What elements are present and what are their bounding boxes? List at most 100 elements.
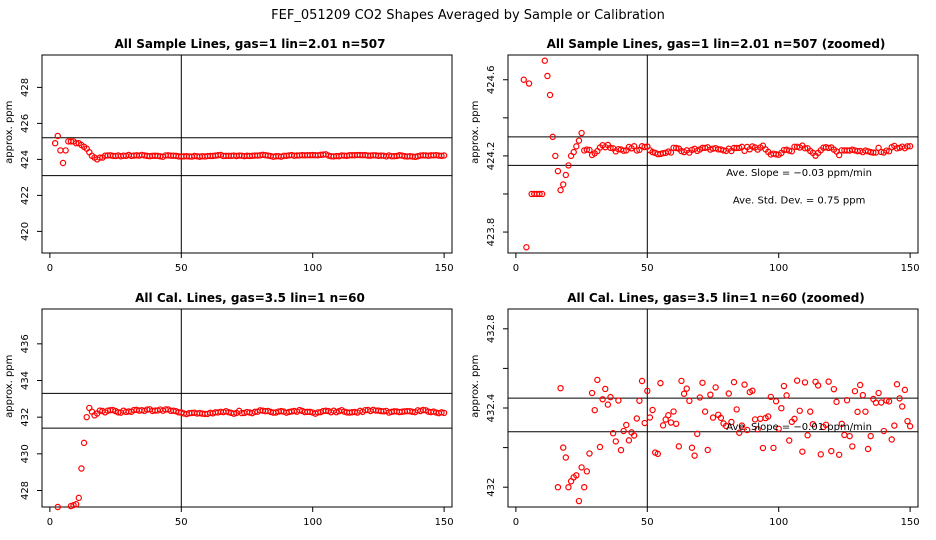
data-point [786,147,793,154]
data-point [673,144,680,152]
data-point [704,446,711,454]
x-tick-label: 50 [641,517,654,528]
data-point [709,414,717,421]
annotation-text: Ave. Slope = −0.03 ppm/min [726,168,872,179]
data-point [83,413,90,421]
data-point [625,437,633,444]
data-point [906,142,914,150]
x-tick-label: 100 [769,263,788,274]
data-point [791,415,798,423]
panel-1-title: All Sample Lines, gas=1 lin=2.01 n=507 [115,37,386,51]
data-point [609,430,617,437]
data-point [772,398,780,405]
data-point [738,422,746,429]
data-point [620,147,627,154]
x-tick-label: 100 [303,517,322,528]
data-point [649,406,656,414]
data-point [617,446,625,454]
data-point [893,381,901,388]
data-point [801,379,809,386]
panel-3-title: All Cal. Lines, gas=3.5 lin=1 n=60 [135,291,365,305]
data-point [872,399,880,406]
y-tick-label: 430 [20,444,31,463]
y-axis-label: approx. ppm [4,355,15,418]
data-point [51,139,59,147]
data-point [701,408,709,415]
y-axis-label: approx. ppm [470,355,481,418]
data-point [770,444,777,452]
data-point [644,387,651,395]
data-point [849,443,856,450]
data-point [822,421,830,429]
data-point [899,403,906,410]
data-point [670,408,677,415]
x-tick-label: 50 [175,263,188,274]
plot-area-2: 0 50 100 150 423.8 424.2 424.6 approx. ppm Ave. … [470,54,920,274]
data-point [438,152,445,160]
data-point [549,133,556,141]
data-point [801,145,809,152]
data-point [678,377,685,385]
data-point [856,381,864,389]
data-point [859,391,867,399]
data-point [72,139,80,147]
data-point [814,382,822,389]
data-point [538,190,546,198]
data-point [733,406,740,413]
data-point [686,397,693,405]
data-point [54,503,61,511]
data-point [885,398,893,405]
data-point [641,143,648,151]
data-point [799,448,806,455]
data-point [864,445,872,453]
data-point [591,406,598,414]
data-point [586,146,593,154]
data-point [59,159,67,167]
data-point [654,450,662,458]
data-point [696,394,704,401]
data-point [536,190,543,198]
data-point [440,409,448,417]
data-point [562,171,570,179]
data-point [559,181,567,188]
data-point [673,420,680,428]
data-point [835,451,843,458]
plot-frame [507,308,919,508]
data-point [780,382,788,390]
data-point [607,144,614,152]
data-point [838,420,845,428]
x-tick-label: 50 [175,517,188,528]
data-point [904,143,911,150]
data-point [599,396,606,403]
data-point [67,138,75,145]
panel-4-title: All Cal. Lines, gas=3.5 lin=1 n=60 (zoom… [567,291,865,305]
y-tick-label: 436 [20,334,31,353]
y-tick-label: 424 [20,150,31,169]
data-point [880,427,888,435]
x-tick-label: 0 [47,517,53,528]
data-point [843,397,851,404]
data-point [544,72,551,80]
data-point [554,167,562,175]
x-tick-label: 100 [303,263,322,274]
data-point [72,501,80,508]
data-point [833,398,840,406]
data-point [786,437,793,444]
annotation-text: Ave. Slope = −0.01 ppm/min [726,422,872,433]
data-point [615,397,622,404]
data-point [596,443,604,451]
data-point [699,379,706,386]
data-point [520,76,527,83]
data-point [573,143,580,150]
data-point [620,427,627,435]
plot-frame [507,54,919,254]
data-point [825,378,832,385]
x-tick-label: 150 [435,517,454,528]
x-tick-label: 150 [901,263,920,274]
data-point [793,377,801,384]
data-point [612,438,619,445]
data-point [575,137,583,144]
data-point [891,422,898,429]
data-point [633,415,640,422]
data-point [659,422,667,429]
